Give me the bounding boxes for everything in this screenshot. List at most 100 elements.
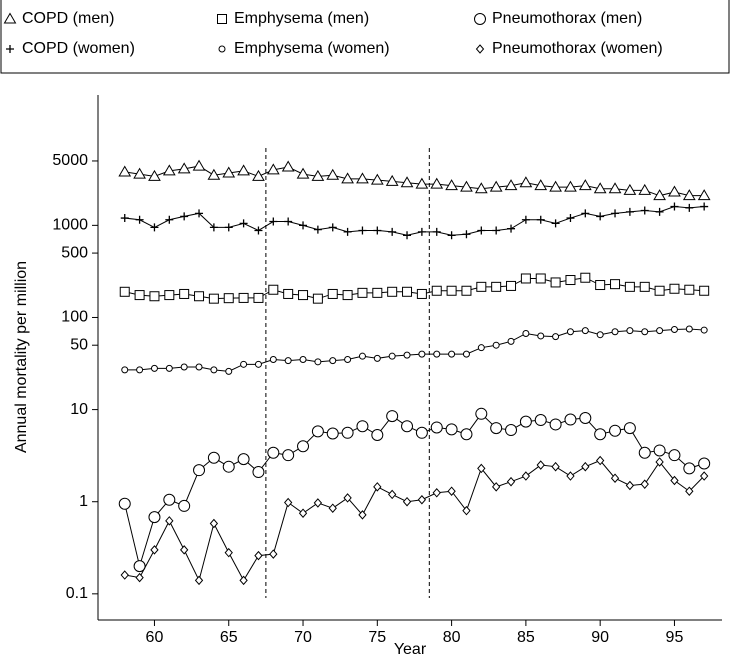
- marker: [254, 550, 263, 561]
- marker: [670, 475, 679, 486]
- marker: [535, 273, 546, 284]
- marker: [654, 285, 665, 296]
- marker: [668, 449, 681, 462]
- x-tick-label: 65: [220, 629, 238, 646]
- marker: [388, 227, 397, 236]
- series-line: [124, 277, 705, 300]
- marker: [252, 466, 265, 479]
- y-tick-label: 500: [61, 244, 88, 261]
- marker: [386, 410, 399, 423]
- marker: [179, 288, 190, 299]
- marker: [222, 460, 235, 473]
- marker: [165, 215, 174, 224]
- marker: [430, 177, 444, 189]
- marker: [133, 560, 146, 573]
- marker: [550, 277, 561, 288]
- legend-marker: [474, 13, 486, 25]
- marker: [623, 183, 637, 195]
- marker: [611, 209, 620, 218]
- legend-marker: [475, 44, 485, 54]
- legend-label: COPD (men): [22, 10, 114, 27]
- marker: [401, 420, 414, 433]
- marker: [537, 332, 545, 340]
- marker: [564, 180, 577, 192]
- marker: [668, 185, 681, 197]
- marker: [284, 497, 293, 508]
- legend-label: Emphysema (women): [234, 40, 390, 57]
- marker: [135, 572, 144, 583]
- marker: [641, 328, 649, 336]
- marker: [581, 327, 589, 335]
- marker: [254, 226, 263, 235]
- marker: [418, 350, 426, 358]
- marker: [699, 285, 710, 296]
- marker: [490, 422, 503, 435]
- marker: [400, 176, 414, 188]
- marker: [685, 486, 694, 496]
- marker: [343, 493, 352, 503]
- marker: [596, 331, 604, 339]
- marker: [447, 486, 456, 496]
- marker: [520, 273, 531, 284]
- marker: [492, 482, 501, 492]
- marker: [163, 493, 176, 506]
- marker: [581, 461, 590, 472]
- marker: [491, 281, 502, 292]
- marker: [430, 421, 443, 434]
- marker: [551, 461, 560, 472]
- marker: [192, 159, 206, 171]
- marker: [683, 462, 696, 475]
- y-tick-label: 10: [70, 401, 88, 418]
- marker: [594, 428, 607, 441]
- marker: [314, 358, 322, 366]
- series-line: [124, 459, 705, 582]
- marker: [475, 407, 488, 420]
- marker: [416, 288, 427, 299]
- marker: [388, 352, 396, 360]
- marker: [566, 214, 575, 223]
- marker: [298, 508, 308, 518]
- marker: [358, 510, 367, 520]
- marker: [670, 202, 679, 211]
- x-axis-label: Year: [394, 641, 427, 658]
- marker: [341, 426, 354, 439]
- marker: [549, 418, 562, 431]
- marker: [268, 284, 279, 295]
- marker: [507, 337, 515, 345]
- marker: [640, 479, 649, 489]
- marker: [238, 292, 249, 303]
- marker: [697, 189, 711, 201]
- marker: [195, 363, 203, 371]
- x-tick-label: 75: [368, 629, 386, 646]
- marker: [356, 420, 369, 433]
- marker: [164, 290, 175, 301]
- x-tick-label: 95: [666, 629, 684, 646]
- marker: [653, 444, 666, 457]
- y-tick-label: 0.1: [66, 585, 88, 602]
- marker: [446, 285, 457, 296]
- marker: [655, 207, 664, 216]
- marker: [536, 215, 545, 224]
- marker: [639, 281, 650, 292]
- marker: [326, 168, 340, 180]
- y-tick-label: 1: [79, 493, 88, 510]
- y-axis-label: Annual mortality per million: [13, 261, 30, 453]
- marker: [120, 570, 129, 580]
- marker: [638, 446, 651, 459]
- marker: [194, 291, 205, 302]
- marker: [593, 182, 607, 194]
- marker: [373, 226, 382, 235]
- marker: [312, 293, 323, 304]
- marker: [402, 496, 412, 507]
- marker: [522, 329, 530, 337]
- marker: [373, 354, 381, 362]
- marker: [358, 226, 367, 235]
- marker: [373, 482, 382, 492]
- marker: [344, 355, 352, 363]
- marker: [700, 326, 708, 334]
- marker: [297, 440, 310, 453]
- marker: [653, 189, 666, 201]
- marker: [209, 223, 218, 232]
- marker: [417, 227, 426, 236]
- y-tick-label: 1000: [52, 217, 88, 234]
